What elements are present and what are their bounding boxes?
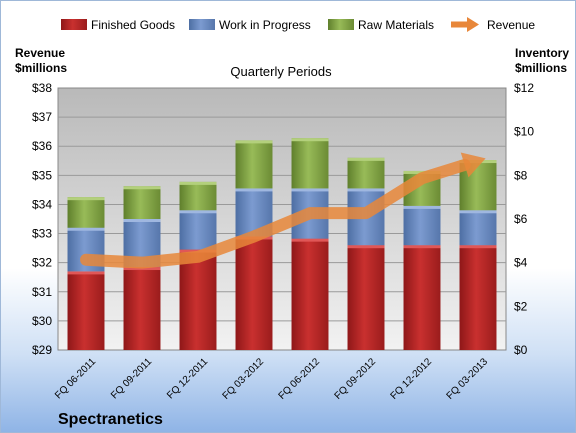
bar-top-highlight [403, 205, 441, 209]
bar-finished-goods [235, 236, 273, 350]
bar-raw-materials [67, 197, 105, 228]
legend-swatch-raw-materials [328, 19, 354, 30]
x-tick-label: FQ 03-2012 [221, 356, 267, 402]
left-axis-title-line2: $millions [15, 61, 67, 75]
left-tick-label: $34 [32, 197, 52, 211]
bar-top-highlight [235, 188, 273, 192]
bar-top-highlight [67, 197, 105, 201]
legend-label-work-in-progress: Work in Progress [219, 18, 311, 32]
legend-arrowhead-icon [467, 17, 479, 32]
x-tick-label: FQ 09-2012 [333, 356, 379, 402]
bar-top-highlight [403, 245, 441, 249]
bar-top-highlight [123, 186, 161, 190]
bar-top-highlight [179, 181, 217, 185]
legend-swatch-finished-goods [61, 19, 87, 30]
bar-top-highlight [291, 138, 329, 142]
bar-raw-materials [179, 181, 217, 211]
bar-work-in-progress [403, 205, 441, 246]
left-tick-label: $33 [32, 227, 52, 241]
x-tick-label: FQ 12-2012 [389, 356, 435, 402]
right-axis-ticks: $0 $2 $4 $6 $8 $10 $12 [514, 81, 534, 357]
bar-top-highlight [347, 188, 385, 192]
left-tick-label: $35 [32, 168, 52, 182]
right-tick-label: $6 [514, 212, 528, 226]
left-tick-label: $30 [32, 314, 52, 328]
bar-raw-materials [235, 140, 273, 189]
left-tick-label: $29 [32, 343, 52, 357]
bar-top-highlight [459, 210, 497, 214]
left-tick-label: $38 [32, 81, 52, 95]
left-tick-label: $37 [32, 110, 52, 124]
bar-top-highlight [291, 188, 329, 192]
bar-top-highlight [235, 140, 273, 144]
company-name: Spectranetics [58, 411, 163, 428]
chart-title: Quarterly Periods [230, 64, 332, 79]
bar-top-highlight [291, 238, 329, 242]
right-tick-label: $2 [514, 299, 528, 313]
bar-top-highlight [347, 245, 385, 249]
bar-top-highlight [459, 245, 497, 249]
bar-finished-goods [347, 245, 385, 350]
revenue-arrowhead [460, 152, 486, 178]
left-axis-title-line1: Revenue [15, 46, 65, 60]
bar-finished-goods [67, 271, 105, 350]
right-tick-label: $4 [514, 256, 528, 270]
bar-raw-materials [123, 186, 161, 219]
x-tick-label: FQ 12-2011 [165, 356, 210, 401]
bar-top-highlight [179, 210, 217, 214]
revenue-line [80, 152, 486, 269]
bar-finished-goods [291, 238, 329, 350]
bar-finished-goods [179, 249, 217, 350]
legend-label-finished-goods: Finished Goods [91, 18, 175, 32]
legend-item-raw-materials: Raw Materials [328, 18, 434, 32]
x-axis-ticks: FQ 06-2011 FQ 09-2011 FQ 12-2011 FQ 03-2012… [53, 356, 490, 402]
right-tick-label: $0 [514, 343, 528, 357]
bar-top-highlight [67, 271, 105, 275]
bar-finished-goods [459, 245, 497, 350]
bar-work-in-progress [179, 210, 217, 250]
left-tick-label: $31 [32, 285, 52, 299]
legend-item-finished-goods: Finished Goods [61, 18, 175, 32]
revenue-line-path [80, 158, 471, 269]
left-tick-label: $32 [32, 256, 52, 270]
legend: Finished Goods Work in Progress Raw Mate… [61, 17, 535, 32]
bar-finished-goods [403, 245, 441, 350]
bar-work-in-progress [459, 210, 497, 246]
bar-finished-goods [123, 267, 161, 350]
bar-raw-materials [347, 157, 385, 189]
right-tick-label: $12 [514, 81, 534, 95]
bar-top-highlight [67, 227, 105, 231]
right-tick-label: $8 [514, 168, 528, 182]
left-tick-label: $36 [32, 139, 52, 153]
legend-label-raw-materials: Raw Materials [358, 18, 434, 32]
legend-swatch-work-in-progress [189, 19, 215, 30]
bar-raw-materials [291, 138, 329, 189]
legend-label-revenue: Revenue [487, 18, 535, 32]
legend-item-work-in-progress: Work in Progress [189, 18, 311, 32]
legend-item-revenue: Revenue [451, 17, 535, 32]
x-tick-label: FQ 03-2013 [445, 356, 491, 402]
bar-top-highlight [123, 219, 161, 222]
right-axis-title-line1: Inventory [515, 46, 569, 60]
right-tick-label: $10 [514, 125, 534, 139]
bars [67, 138, 497, 350]
bar-top-highlight [347, 157, 385, 161]
left-axis-ticks: $29 $30 $31 $32 $33 $34 $35 $36 $37 $38 [32, 81, 52, 357]
x-tick-label: FQ 06-2012 [277, 356, 323, 402]
x-tick-label: FQ 09-2011 [109, 356, 154, 401]
x-tick-label: FQ 06-2011 [53, 356, 98, 401]
right-axis-title-line2: $millions [515, 61, 567, 75]
